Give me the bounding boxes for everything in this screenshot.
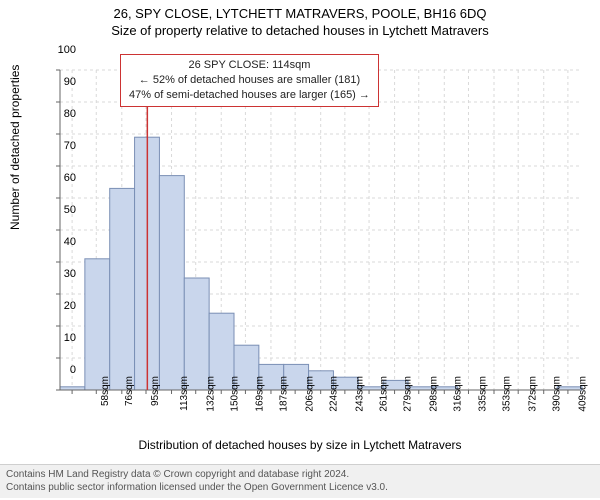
x-tick-label: 298sqm <box>428 376 439 412</box>
y-tick-label: 90 <box>46 76 76 88</box>
x-tick-label: 95sqm <box>150 376 161 406</box>
annotation-line-2: ← 52% of detached houses are smaller (18… <box>129 73 370 88</box>
x-tick-label: 261sqm <box>378 376 389 412</box>
x-tick-label: 335sqm <box>478 376 489 412</box>
footer-line-1: Contains HM Land Registry data © Crown c… <box>6 469 594 482</box>
x-tick-label: 169sqm <box>255 376 266 412</box>
x-tick-label: 224sqm <box>329 376 340 412</box>
annotation-line-3: 47% of semi-detached houses are larger (… <box>129 88 370 103</box>
chart-title-sub: Size of property relative to detached ho… <box>0 21 600 38</box>
x-tick-label: 243sqm <box>354 376 365 412</box>
x-axis-label: Distribution of detached houses by size … <box>0 438 600 452</box>
y-tick-label: 0 <box>46 364 76 376</box>
y-tick-label: 20 <box>46 300 76 312</box>
chart-title-main: 26, SPY CLOSE, LYTCHETT MATRAVERS, POOLE… <box>0 0 600 21</box>
x-tick-label: 206sqm <box>305 376 316 412</box>
x-tick-label: 76sqm <box>124 376 135 406</box>
annotation-box: 26 SPY CLOSE: 114sqm ← 52% of detached h… <box>120 54 379 107</box>
x-tick-label: 353sqm <box>502 376 513 412</box>
y-tick-label: 60 <box>46 172 76 184</box>
annotation-line-1: 26 SPY CLOSE: 114sqm <box>129 58 370 73</box>
x-tick-label: 132sqm <box>205 376 216 412</box>
y-tick-label: 100 <box>46 44 76 56</box>
y-tick-label: 30 <box>46 268 76 280</box>
x-tick-label: 187sqm <box>279 376 290 412</box>
y-tick-label: 10 <box>46 332 76 344</box>
y-tick-label: 50 <box>46 204 76 216</box>
chart-plot-area: 26 SPY CLOSE: 114sqm ← 52% of detached h… <box>60 50 580 410</box>
x-tick-label: 390sqm <box>552 376 563 412</box>
x-tick-label: 409sqm <box>577 376 588 412</box>
y-tick-label: 40 <box>46 236 76 248</box>
x-tick-label: 372sqm <box>528 376 539 412</box>
x-tick-label: 58sqm <box>100 376 111 406</box>
footer-line-2: Contains public sector information licen… <box>6 482 594 495</box>
x-tick-label: 150sqm <box>229 376 240 412</box>
x-tick-label: 316sqm <box>452 376 463 412</box>
x-tick-label: 279sqm <box>403 376 414 412</box>
attribution-footer: Contains HM Land Registry data © Crown c… <box>0 464 600 498</box>
y-axis-label: Number of detached properties <box>8 65 22 230</box>
y-tick-label: 70 <box>46 140 76 152</box>
y-tick-label: 80 <box>46 108 76 120</box>
chart-container: 26, SPY CLOSE, LYTCHETT MATRAVERS, POOLE… <box>0 0 600 500</box>
x-tick-label: 113sqm <box>179 376 190 411</box>
